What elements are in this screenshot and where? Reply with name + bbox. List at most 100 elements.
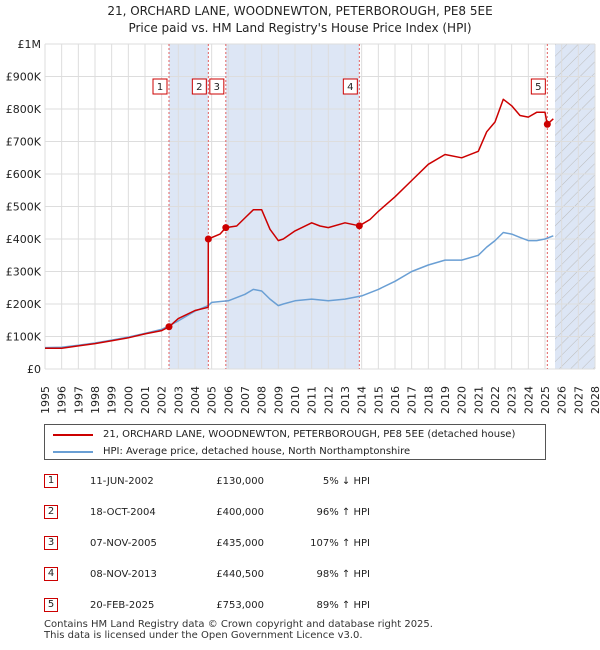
x-tick-label: 1996 — [56, 386, 69, 414]
footer-licence: This data is licensed under the Open Gov… — [44, 630, 363, 641]
legend-property: 21, ORCHARD LANE, WOODNEWTON, PETERBOROU… — [53, 426, 515, 443]
sale-1-label-box — [152, 78, 168, 95]
sale-hpi-diff: 5% ↓ HPI — [322, 476, 370, 487]
legend-hpi: HPI: Average price, detached house, Nort… — [53, 443, 410, 460]
x-tick-label: 2026 — [556, 386, 569, 414]
x-tick-label: 1997 — [72, 386, 85, 414]
sale-number-badge: 1 — [44, 474, 58, 488]
x-tick-label: 2010 — [289, 386, 302, 414]
legend-hpi-swatch — [53, 450, 93, 453]
sale-row: 1 11-JUN-2002 £130,000 5% ↓ HPI — [44, 472, 504, 492]
x-tick-label: 2014 — [356, 386, 369, 414]
x-tick-label: 2007 — [239, 386, 252, 414]
sale-4-label: 4 — [347, 82, 353, 93]
sale-number-badge: 5 — [44, 598, 58, 612]
sale-number-badge: 4 — [44, 567, 58, 581]
sale-date: 07-NOV-2005 — [90, 538, 157, 549]
x-tick-label: 2027 — [572, 386, 585, 414]
sale-2-label-box — [191, 78, 207, 95]
sale-2-label: 2 — [196, 82, 202, 93]
sale-date: 11-JUN-2002 — [90, 476, 154, 487]
sale-row: 4 08-NOV-2013 £440,500 98% ↑ HPI — [44, 565, 504, 585]
x-tick-label: 2003 — [172, 386, 185, 414]
sale-row: 5 20-FEB-2025 £753,000 89% ↑ HPI — [44, 596, 504, 616]
x-tick-label: 2012 — [322, 386, 335, 414]
x-tick-label: 2024 — [522, 386, 535, 414]
sale-4-point — [355, 222, 363, 230]
x-tick-label: 1998 — [89, 386, 102, 414]
sale-price: £435,000 — [216, 538, 264, 549]
sale-date: 08-NOV-2013 — [90, 569, 157, 580]
sale-5-label-box — [530, 78, 546, 95]
x-tick-label: 2019 — [439, 386, 452, 414]
price-chart: 1 2 3 4 5 £0 £100K £200K £300K £400K £500K £600K £7… — [6, 38, 600, 414]
chart-title: 21, ORCHARD LANE, WOODNEWTON, PETERBOROU… — [107, 4, 493, 18]
sale-3-label-box — [209, 78, 225, 95]
x-tick-label: 2001 — [139, 386, 152, 414]
x-tick-label: 2015 — [372, 386, 385, 414]
x-tick-label: 2016 — [389, 386, 402, 414]
legend-property-label: 21, ORCHARD LANE, WOODNEWTON, PETERBOROU… — [103, 429, 516, 440]
x-tick-label: 2021 — [472, 386, 485, 414]
y-tick-label: £1M — [18, 38, 42, 51]
x-tick-label: 2006 — [222, 386, 235, 414]
sale-hpi-diff: 89% ↑ HPI — [316, 600, 370, 611]
x-tick-label: 2002 — [156, 386, 169, 414]
x-tick-label: 1995 — [39, 386, 52, 414]
legend-hpi-label: HPI: Average price, detached house, Nort… — [103, 446, 411, 457]
hpi-line — [44, 231, 554, 349]
x-tick-label: 2025 — [539, 386, 552, 414]
x-tick-label: 2020 — [456, 386, 469, 414]
sale-hpi-diff: 98% ↑ HPI — [316, 569, 370, 580]
sale-number-badge: 2 — [44, 505, 58, 519]
sale-date: 20-FEB-2025 — [90, 600, 155, 611]
sale-hpi-diff: 96% ↑ HPI — [316, 507, 370, 518]
x-tick-label: 2000 — [122, 386, 135, 414]
sale-4-label-box — [342, 78, 358, 95]
sale-2-point — [204, 235, 212, 243]
y-tick-label: £800K — [6, 103, 42, 116]
sale-price: £753,000 — [216, 600, 264, 611]
sale-price: £400,000 — [216, 507, 264, 518]
sale-3-label: 3 — [214, 82, 220, 93]
y-tick-label: £600K — [6, 168, 42, 181]
sale-number-badge: 3 — [44, 536, 58, 550]
legend-property-swatch — [53, 433, 93, 436]
legend: 21, ORCHARD LANE, WOODNEWTON, PETERBOROU… — [44, 424, 546, 460]
footer: Contains HM Land Registry data © Crown c… — [44, 619, 433, 641]
y-tick-label: £200K — [6, 298, 42, 311]
x-tick-label: 2005 — [206, 386, 219, 414]
sale-hpi-diff: 107% ↑ HPI — [310, 538, 370, 549]
y-tick-label: £500K — [6, 201, 42, 214]
x-tick-label: 2011 — [306, 386, 319, 414]
sale-1-label: 1 — [157, 82, 163, 93]
x-tick-label: 2017 — [406, 386, 419, 414]
x-tick-label: 2004 — [189, 386, 202, 414]
x-tick-label: 2018 — [422, 386, 435, 414]
x-tick-label: 2009 — [272, 386, 285, 414]
x-tick-label: 2013 — [339, 386, 352, 414]
y-tick-label: £400K — [6, 233, 42, 246]
x-tick-label: 2028 — [589, 386, 600, 414]
sale-3-point — [222, 224, 230, 232]
sale-1-point — [165, 323, 173, 331]
y-tick-label: £700K — [6, 136, 42, 149]
x-tick-label: 2008 — [256, 386, 269, 414]
sale-price: £440,500 — [216, 569, 264, 580]
x-tick-label: 2022 — [489, 386, 502, 414]
sale-row: 3 07-NOV-2005 £435,000 107% ↑ HPI — [44, 534, 504, 554]
sale-row: 2 18-OCT-2004 £400,000 96% ↑ HPI — [44, 503, 504, 523]
property-price-line — [45, 98, 554, 349]
y-tick-label: £100K — [6, 331, 42, 344]
sale-5-point — [543, 120, 551, 128]
sale-date: 18-OCT-2004 — [90, 507, 156, 518]
chart-subtitle: Price paid vs. HM Land Registry's House … — [128, 21, 472, 35]
sale-price: £130,000 — [216, 476, 264, 487]
x-tick-label: 1999 — [106, 386, 119, 414]
footer-copyright: Contains HM Land Registry data © Crown c… — [44, 619, 433, 630]
y-tick-label: £0 — [27, 363, 41, 376]
x-tick-label: 2023 — [506, 386, 519, 414]
sale-5-label: 5 — [535, 82, 541, 93]
chart-title-block: 21, ORCHARD LANE, WOODNEWTON, PETERBOROU… — [0, 3, 600, 37]
y-tick-label: £300K — [6, 266, 42, 279]
